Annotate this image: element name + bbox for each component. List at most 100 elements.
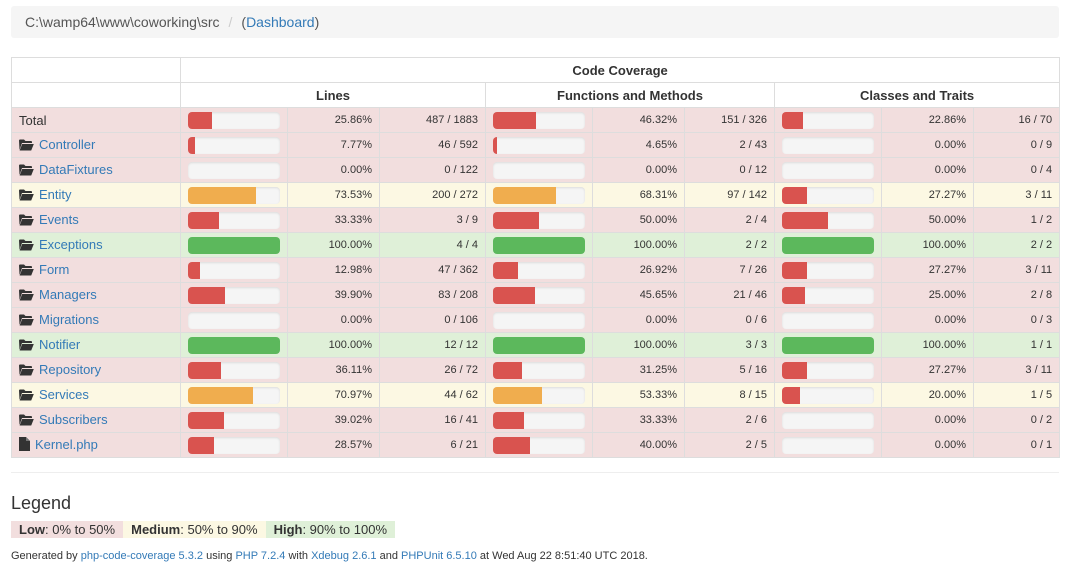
lines-bar-cell [180, 307, 288, 333]
phpunit-link[interactable]: PHPUnit 6.5.10 [401, 550, 477, 562]
classes-percent: 0.00% [881, 157, 974, 183]
funcs-ratio: 3 / 3 [684, 332, 775, 358]
folder-link[interactable]: Form [39, 261, 70, 277]
lines-progress-bar [188, 286, 280, 304]
funcs-percent: 40.00% [592, 432, 685, 458]
php-link[interactable]: PHP 7.2.4 [235, 550, 286, 562]
classes-progress-bar [782, 211, 874, 229]
folder-link[interactable]: Controller [39, 136, 96, 152]
classes-percent: 0.00% [881, 407, 974, 433]
footer-with: with [285, 550, 312, 562]
funcs-percent: 26.92% [592, 257, 685, 283]
xdebug-link[interactable]: Xdebug 2.6.1 [311, 550, 377, 562]
table-row: Exceptions 100.00% 4 / 4 100.00% 2 / 2 100.00… [11, 232, 1061, 258]
classes-bar-cell [774, 182, 882, 208]
funcs-progress-fill [493, 236, 585, 254]
funcs-percent: 4.65% [592, 132, 685, 158]
lines-bar-cell [180, 132, 288, 158]
funcs-progress-bar [493, 211, 585, 229]
funcs-percent: 100.00% [592, 232, 685, 258]
funcs-progress-bar [493, 186, 585, 204]
breadcrumb: C:\wamp64\www\coworking\src / (Dashboard… [11, 6, 1059, 38]
row-name-cell: Migrations [11, 307, 181, 333]
classes-progress-bar [782, 411, 874, 429]
lines-ratio: 4 / 4 [379, 232, 486, 258]
funcs-progress-bar [493, 286, 585, 304]
classes-percent: 27.27% [881, 357, 974, 383]
funcs-progress-fill [493, 336, 585, 354]
lines-bar-cell [180, 232, 288, 258]
footer-and: and [376, 550, 402, 562]
code-coverage-header: Code Coverage [179, 57, 1061, 83]
divider [11, 472, 1059, 473]
row-name-cell: Events [11, 207, 181, 233]
folder-link[interactable]: Exceptions [39, 236, 103, 252]
footer-using: using [203, 550, 236, 562]
classes-bar-cell [774, 207, 882, 233]
lines-ratio: 487 / 1883 [379, 107, 486, 133]
funcs-bar-cell [485, 432, 593, 458]
classes-ratio: 3 / 11 [972, 357, 1061, 383]
lines-bar-cell [180, 407, 288, 433]
classes-ratio: 1 / 2 [972, 207, 1061, 233]
folder-link[interactable]: Managers [39, 286, 97, 302]
lines-progress-fill [188, 386, 254, 404]
folder-link[interactable]: Services [39, 386, 89, 402]
funcs-percent: 68.31% [592, 182, 685, 208]
funcs-bar-cell [485, 232, 593, 258]
classes-bar-cell [774, 257, 882, 283]
classes-ratio: 0 / 1 [972, 432, 1061, 458]
funcs-bar-cell [485, 382, 593, 408]
lines-ratio: 200 / 272 [379, 182, 486, 208]
table-row: Form 12.98% 47 / 362 26.92% 7 / 26 27.27% 3 / … [11, 257, 1061, 283]
classes-progress-bar [782, 361, 874, 379]
classes-percent: 100.00% [881, 332, 974, 358]
row-name-cell: Form [11, 257, 181, 283]
classes-percent: 27.27% [881, 182, 974, 208]
legend-high-label: High [273, 522, 303, 537]
lines-percent: 7.77% [287, 132, 380, 158]
folder-link[interactable]: Migrations [39, 311, 99, 327]
total-label: Total [19, 112, 47, 128]
classes-bar-cell [774, 107, 882, 133]
funcs-percent: 31.25% [592, 357, 685, 383]
lines-progress-fill [188, 361, 222, 379]
folder-link[interactable]: Entity [39, 186, 72, 202]
classes-ratio: 2 / 2 [972, 232, 1061, 258]
folder-link[interactable]: DataFixtures [39, 161, 113, 177]
file-icon [19, 436, 30, 454]
table-row: Services 70.97% 44 / 62 53.33% 8 / 15 20.00% 1… [11, 382, 1061, 408]
footer: Generated by php-code-coverage 5.3.2 usi… [11, 550, 648, 562]
classes-percent: 0.00% [881, 432, 974, 458]
lines-percent: 12.98% [287, 257, 380, 283]
file-link[interactable]: Kernel.php [35, 436, 98, 452]
folder-link[interactable]: Subscribers [39, 411, 108, 427]
classes-progress-bar [782, 161, 874, 179]
table-row: Migrations 0.00% 0 / 106 0.00% 0 / 6 0.00% 0 /… [11, 307, 1061, 333]
table-row: Managers 39.90% 83 / 208 45.65% 21 / 46 25.00… [11, 282, 1061, 308]
php-code-coverage-link[interactable]: php-code-coverage 5.3.2 [80, 550, 204, 562]
classes-progress-fill [782, 236, 874, 254]
table-row: Notifier 100.00% 12 / 12 100.00% 3 / 3 100.00… [11, 332, 1061, 358]
classes-percent: 25.00% [881, 282, 974, 308]
lines-progress-fill [188, 236, 280, 254]
funcs-percent: 53.33% [592, 382, 685, 408]
lines-progress-bar [188, 111, 280, 129]
funcs-progress-fill [493, 136, 498, 154]
functions-header: Functions and Methods [485, 82, 775, 108]
funcs-progress-bar [493, 111, 585, 129]
lines-ratio: 44 / 62 [379, 382, 486, 408]
funcs-bar-cell [485, 107, 593, 133]
funcs-progress-bar [493, 436, 585, 454]
funcs-percent: 0.00% [592, 157, 685, 183]
folder-link[interactable]: Notifier [39, 336, 81, 352]
folder-icon [19, 139, 34, 154]
classes-bar-cell [774, 157, 882, 183]
funcs-progress-fill [493, 436, 530, 454]
classes-ratio: 0 / 3 [972, 307, 1061, 333]
lines-progress-bar [188, 411, 280, 429]
folder-link[interactable]: Repository [39, 361, 102, 377]
folder-link[interactable]: Events [39, 211, 79, 227]
dashboard-link[interactable]: Dashboard [246, 14, 315, 30]
lines-bar-cell [180, 282, 288, 308]
